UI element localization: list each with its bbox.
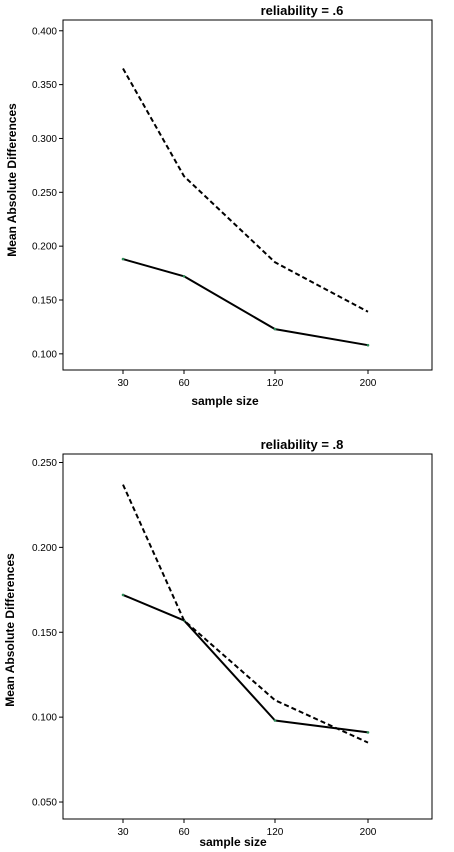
- data-point: [366, 343, 370, 347]
- series-line-dashed: [122, 484, 369, 744]
- y-tick-label: 0.250: [32, 458, 57, 469]
- chart-title: reliability = .6: [261, 3, 344, 18]
- x-tick-label: 120: [267, 827, 284, 838]
- x-axis-label: sample size: [199, 835, 267, 849]
- x-tick-label: 120: [267, 378, 284, 389]
- series-line-solid: [122, 258, 369, 347]
- chart-panel-reliability-06: reliability = .6 sample size Mean Absolu…: [5, 3, 433, 408]
- x-tick-label: 30: [117, 827, 129, 838]
- data-point: [366, 731, 370, 734]
- y-tick-label: 0.300: [32, 134, 57, 145]
- x-tick-label: 200: [360, 827, 377, 838]
- x-tick-label: 30: [117, 378, 129, 389]
- y-axis-label: Mean Absolute Differences: [3, 553, 17, 707]
- y-axis-label: Mean Absolute Differences: [5, 103, 19, 257]
- y-tick-label: 0.150: [32, 628, 57, 639]
- series-line-solid: [122, 593, 369, 734]
- chart-panel-reliability-08: reliability = .8 sample size Mean Absolu…: [3, 437, 433, 849]
- y-tick-label: 0.150: [32, 296, 57, 307]
- x-tick-label: 60: [178, 378, 190, 389]
- y-tick-label: 0.100: [32, 713, 57, 724]
- data-point: [273, 327, 277, 331]
- y-tick-label: 0.200: [32, 543, 57, 554]
- x-tick-label: 60: [178, 827, 190, 838]
- axis-ticks: 0.100 0.150 0.200 0.250 0.300 0.350 0.400 30 60 1…: [32, 26, 377, 389]
- y-tick-label: 0.250: [32, 188, 57, 199]
- axis-ticks: 0.050 0.100 0.150 0.200 0.250 30 60 120 200: [32, 458, 377, 838]
- plot-frame: [62, 19, 433, 371]
- chart-title: reliability = .8: [261, 437, 344, 452]
- series-lines: [121, 484, 370, 744]
- y-tick-label: 0.400: [32, 26, 57, 37]
- y-tick-label: 0.350: [32, 80, 57, 91]
- data-point: [273, 719, 277, 722]
- x-axis-label: sample size: [191, 394, 259, 408]
- y-tick-label: 0.200: [32, 242, 57, 253]
- y-tick-label: 0.050: [32, 798, 57, 809]
- data-point: [182, 275, 186, 278]
- data-point: [121, 257, 125, 261]
- x-tick-label: 200: [360, 378, 377, 389]
- series-lines: [121, 68, 370, 347]
- y-tick-label: 0.100: [32, 349, 57, 360]
- series-line-dashed: [122, 68, 369, 313]
- plot-frame: [62, 453, 433, 820]
- data-point: [121, 593, 125, 597]
